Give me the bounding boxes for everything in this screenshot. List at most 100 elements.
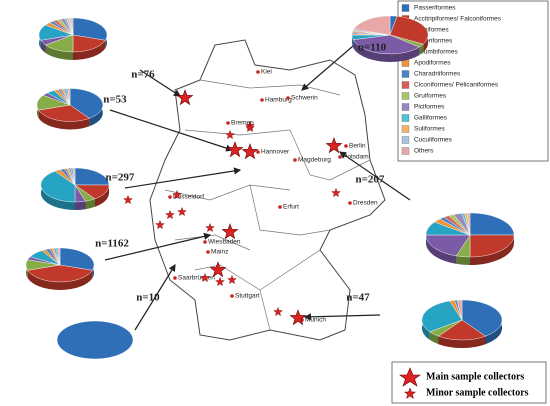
legend-label: Others	[414, 148, 434, 155]
city-dot	[203, 240, 207, 244]
main-collector-star	[209, 261, 227, 278]
pie-slice	[72, 17, 108, 41]
pie-slice-side	[353, 39, 420, 62]
main-collector-star	[241, 143, 259, 160]
sample-size-label: n=76	[131, 69, 155, 81]
city-label: Magdeburg	[298, 157, 331, 164]
main-collector-star	[221, 223, 239, 240]
city-label: Saarbrücken	[178, 275, 215, 282]
sample-size-label: n=110	[358, 42, 387, 54]
legend-swatch	[401, 125, 410, 133]
arrows	[104, 39, 411, 331]
minor-collector-star	[273, 306, 283, 317]
pie-slice	[352, 34, 420, 55]
legend-swatch	[401, 70, 410, 78]
sample-size-label: n=10	[136, 292, 160, 304]
legend-label: Cuculiformes	[414, 137, 453, 144]
city-label: Dresden	[353, 200, 378, 207]
pie-slice	[57, 247, 61, 266]
main-collector-star	[176, 89, 194, 106]
city-dot	[168, 195, 172, 199]
pie-slice	[69, 88, 104, 119]
legend-label: Piciformes	[414, 104, 445, 111]
minor-collector-star	[123, 194, 133, 205]
pie-slice-side	[38, 110, 90, 130]
city-label: Wiesbaden	[208, 239, 241, 246]
city-label: Düsseldorf	[173, 194, 204, 201]
pie-slice	[67, 88, 71, 106]
legend-swatch	[401, 4, 410, 12]
city-dot	[256, 70, 260, 74]
minor-collector-label: Minor sample collectors	[426, 387, 529, 398]
pie-slice	[469, 212, 515, 236]
pie-slice	[59, 247, 95, 271]
sample-size-label: n=53	[103, 94, 127, 106]
pie-slice	[38, 104, 90, 122]
pie-slice	[72, 167, 76, 186]
pie-slice-side	[40, 40, 46, 53]
minor-collector-star	[172, 189, 182, 200]
pie-slice-side	[419, 44, 424, 56]
city-dot	[206, 250, 210, 254]
city-label: Hamburg	[265, 97, 292, 104]
pie-slice	[70, 17, 74, 36]
pie-slice-side	[95, 185, 110, 207]
city-label: Stuttgart	[235, 293, 260, 300]
pie-slice	[466, 212, 471, 236]
pie-slice	[389, 16, 429, 45]
city-dot	[338, 155, 342, 159]
sample-size-label: n=1162	[95, 238, 129, 250]
city-label: Potsdam	[343, 154, 369, 161]
city-label: Berlin	[349, 143, 366, 150]
minor-collector-star	[225, 129, 235, 140]
legend-label: Accitripiformes/ Falconiformes	[414, 16, 502, 23]
pie-slice-side	[426, 235, 457, 264]
minor-collector-star	[215, 276, 225, 287]
pie-slice-side	[27, 270, 93, 290]
city-dot	[348, 201, 352, 205]
minor-collector-star	[177, 206, 187, 217]
legend-label: Apodiformes	[414, 60, 451, 67]
city-label: Erfurt	[283, 204, 299, 211]
sample-size-label: n=297	[106, 172, 135, 184]
pie-slice	[353, 15, 391, 36]
pie-slice-side	[85, 198, 95, 210]
legend-label: Ciconiformes/ Pelicaniformes	[414, 82, 499, 89]
main-collector-star	[325, 137, 343, 154]
minor-collector-star	[165, 209, 175, 220]
city-label: Hannover	[261, 149, 290, 156]
pie-slice	[425, 234, 471, 257]
city-label: Munich	[305, 317, 326, 324]
legend-label: Anseriformes	[414, 38, 453, 45]
city-dot	[173, 276, 177, 280]
sample-size-label: n=207	[356, 174, 385, 186]
collector-legend: Main sample collectors Minor sample coll…	[391, 361, 547, 404]
main-collector-star	[226, 141, 244, 158]
legend-label: Columbiformes	[414, 49, 458, 56]
sample-size-label: n=47	[346, 292, 370, 304]
city-dot	[286, 96, 290, 100]
city-dot	[278, 205, 282, 209]
minor-collector-star	[227, 274, 237, 285]
pie-slice-side	[75, 201, 86, 211]
pie-slice	[461, 299, 503, 337]
legend-label: Suliformes	[414, 126, 445, 133]
legend-swatch	[401, 81, 410, 89]
city-dot	[260, 98, 264, 102]
minor-collector-star	[200, 272, 210, 283]
legend-swatch	[401, 147, 410, 155]
city-dot	[293, 158, 297, 162]
main-collector-star	[289, 309, 307, 326]
pie-slice-side	[470, 235, 514, 265]
minor-collector-star	[331, 187, 341, 198]
pie-slice-side	[429, 331, 439, 345]
pie-slice	[74, 167, 110, 186]
pie-slice	[438, 319, 486, 341]
legend-swatch	[401, 103, 410, 111]
minor-collector-star	[155, 219, 165, 230]
city-dot	[344, 144, 348, 148]
germany-map	[149, 39, 386, 341]
city-dot	[256, 150, 260, 154]
pie-slice	[421, 300, 463, 333]
city-label: Schwerin	[291, 95, 318, 102]
